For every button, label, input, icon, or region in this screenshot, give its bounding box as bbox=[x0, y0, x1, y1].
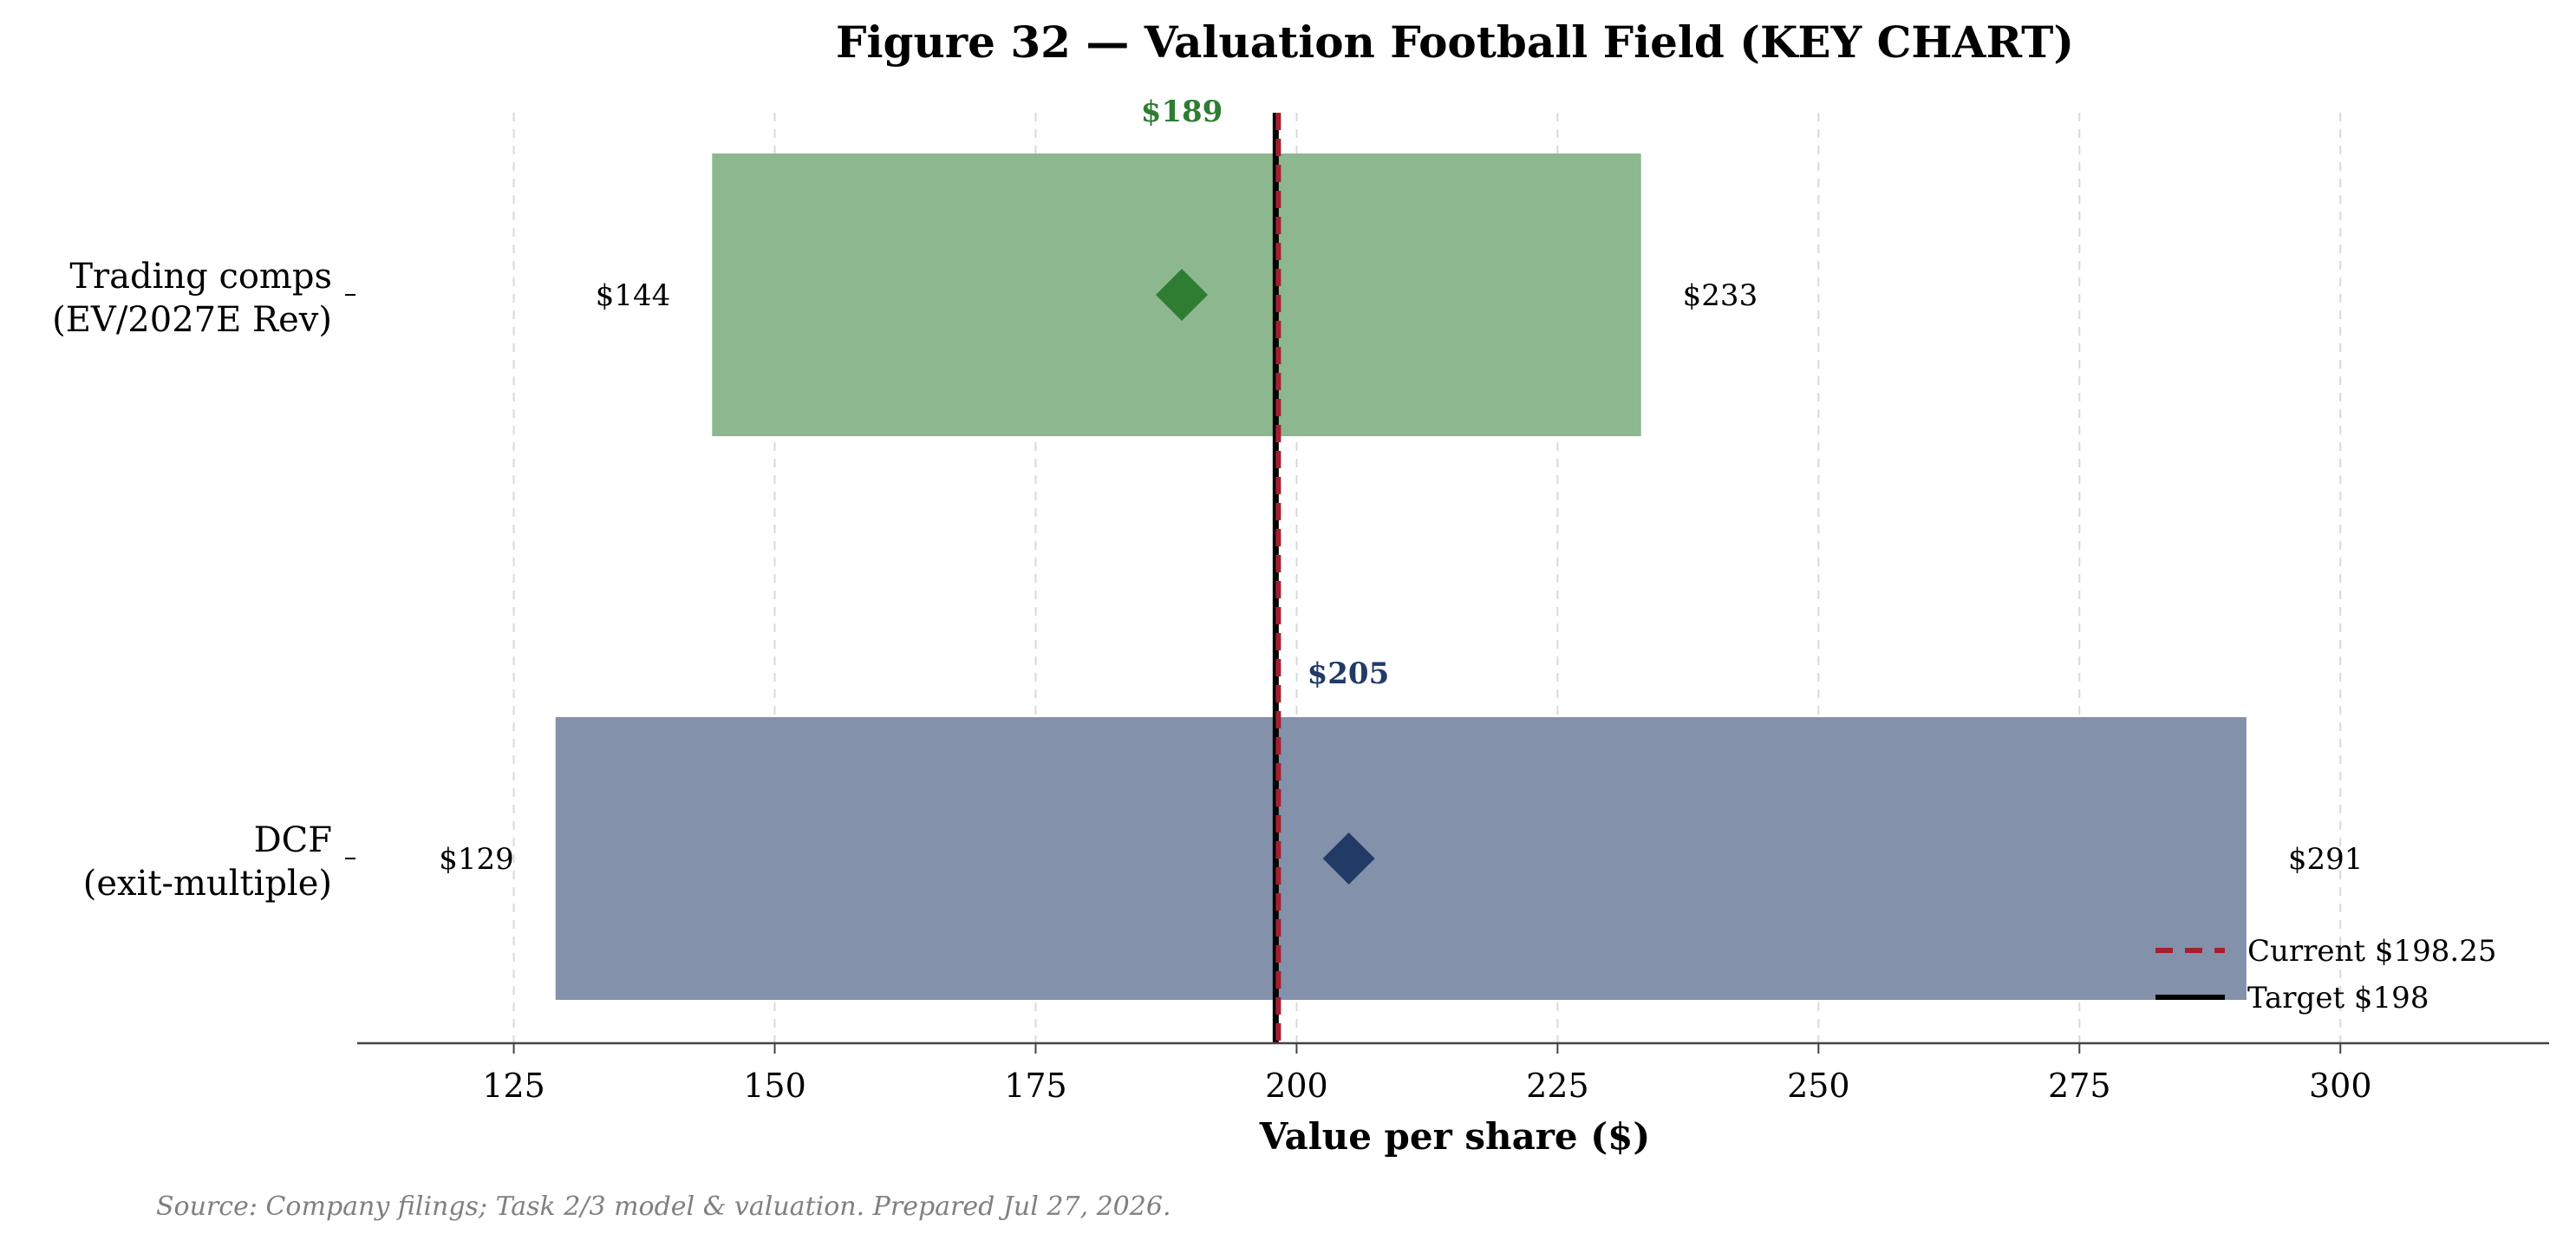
x-tick-label-300: 300 bbox=[2309, 1067, 2372, 1105]
category-label-line: Trading comps bbox=[69, 257, 332, 297]
high-label-dcf: $291 bbox=[2288, 842, 2364, 877]
legend-label-current-198-25: Current $198.25 bbox=[2247, 934, 2497, 969]
mid-label-trading-comps: $189 bbox=[1141, 95, 1223, 129]
category-label-line: (EV/2027E Rev) bbox=[52, 300, 332, 340]
high-label-trading-comps: $233 bbox=[1683, 278, 1758, 313]
category-label-line: DCF bbox=[254, 820, 332, 860]
x-tick-label-225: 225 bbox=[1526, 1067, 1589, 1105]
low-label-trading-comps: $144 bbox=[596, 278, 671, 313]
x-tick-label-275: 275 bbox=[2048, 1067, 2111, 1105]
category-label-dcf: DCF (exit-multiple) bbox=[83, 820, 332, 904]
mid-label-dcf: $205 bbox=[1308, 656, 1390, 691]
low-label-dcf: $129 bbox=[439, 842, 514, 877]
x-tick-label-200: 200 bbox=[1265, 1067, 1328, 1105]
category-label-line: (exit-multiple) bbox=[83, 864, 332, 904]
x-axis: 125 150 175 200 225 250 275 300 bbox=[357, 1041, 2549, 1105]
midpoint-marker-dcf bbox=[1322, 832, 1375, 885]
x-tick-label-250: 250 bbox=[1787, 1067, 1850, 1105]
range-bars bbox=[555, 153, 2247, 1000]
source-note: Source: Company filings; Task 2/3 model … bbox=[156, 1192, 1171, 1222]
x-axis-label: Value per share ($) bbox=[1259, 1115, 1650, 1158]
legend-label-target-198: Target $198 bbox=[2247, 981, 2429, 1015]
x-tick-label-125: 125 bbox=[482, 1067, 545, 1105]
chart-title: Figure 32 — Valuation Football Field (KE… bbox=[836, 16, 2074, 68]
midpoint-markers bbox=[1156, 269, 1375, 885]
category-axis: Trading comps (EV/2027E Rev) DCF (exit-mult… bbox=[52, 257, 355, 904]
x-tick-label-150: 150 bbox=[743, 1067, 806, 1105]
x-tick-label-175: 175 bbox=[1004, 1067, 1067, 1105]
category-label-trading-comps: Trading comps (EV/2027E Rev) bbox=[52, 257, 332, 340]
range-bar-dcf bbox=[555, 717, 2247, 1000]
reference-lines bbox=[1272, 113, 1281, 1043]
midpoint-marker-trading-comps bbox=[1156, 269, 1209, 321]
legend: Current $198.25 Target $198 bbox=[2155, 934, 2497, 1015]
value-labels: $144 $233 $189 $129 $291 $205 bbox=[439, 95, 2363, 877]
